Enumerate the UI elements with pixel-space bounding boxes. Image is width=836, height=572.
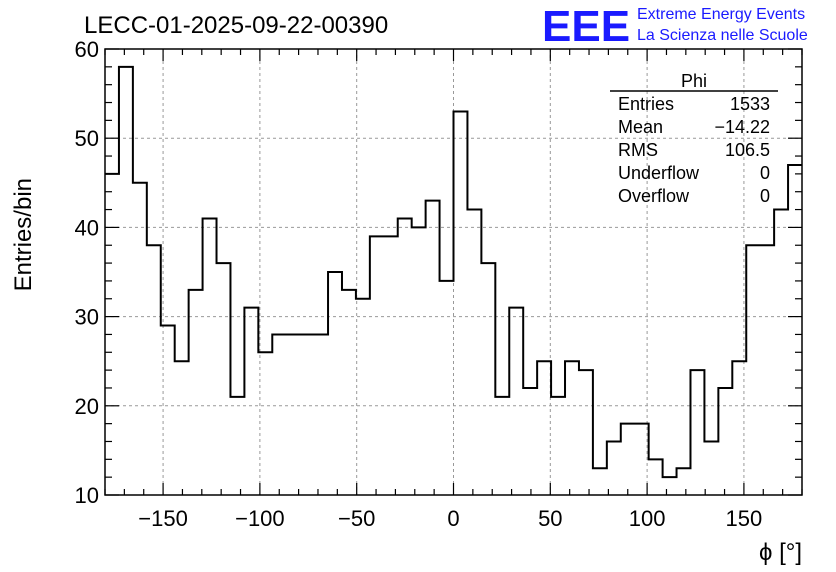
y-axis-label: Entries/bin bbox=[10, 178, 37, 291]
histogram-bin bbox=[272, 334, 286, 495]
histogram-bin bbox=[189, 290, 203, 495]
histogram-bin bbox=[217, 263, 231, 495]
histogram-bin bbox=[398, 218, 412, 495]
x-tick-label: 150 bbox=[726, 506, 763, 531]
histogram-bin bbox=[230, 397, 244, 495]
stats-row-label: RMS bbox=[618, 140, 658, 160]
histogram-bin bbox=[328, 272, 342, 495]
histogram-bin bbox=[300, 334, 314, 495]
histogram-bin bbox=[426, 201, 440, 495]
histogram-bin bbox=[244, 308, 258, 495]
x-tick-label: −150 bbox=[138, 506, 188, 531]
x-tick-label: −50 bbox=[338, 506, 375, 531]
stats-row-label: Underflow bbox=[618, 163, 700, 183]
x-axis-tick-labels: −150 −100 −50 0 50 100 150 bbox=[138, 506, 762, 531]
histogram-bin bbox=[412, 227, 426, 495]
histogram-series bbox=[105, 65, 802, 495]
histogram-bin bbox=[649, 459, 663, 495]
histogram-bin bbox=[788, 165, 802, 495]
histogram-bin bbox=[607, 441, 621, 495]
stats-row-value: 0 bbox=[760, 186, 770, 206]
histogram-bin bbox=[621, 424, 635, 495]
eee-logo-mark: EEE bbox=[542, 2, 630, 51]
histogram-bin bbox=[175, 361, 189, 495]
histogram-bin bbox=[119, 67, 133, 495]
x-tick-label: −100 bbox=[235, 506, 285, 531]
histogram-bin bbox=[286, 334, 300, 495]
histogram-bin bbox=[677, 468, 691, 495]
y-axis-tick-labels: 10 20 30 40 50 60 bbox=[75, 37, 99, 508]
histogram-bin bbox=[258, 352, 272, 495]
histogram-bin bbox=[663, 477, 677, 495]
histogram-bin bbox=[774, 210, 788, 495]
histogram-bin bbox=[147, 245, 161, 495]
stats-box-title: Phi bbox=[681, 71, 707, 91]
histogram-bin bbox=[523, 388, 537, 495]
stats-row-value: 0 bbox=[760, 163, 770, 183]
x-axis-label: ϕ [°] bbox=[759, 539, 802, 566]
histogram-bin bbox=[356, 299, 370, 495]
stats-row-value: −14.22 bbox=[714, 117, 770, 137]
histogram-bin bbox=[481, 263, 495, 495]
histogram-bin bbox=[467, 210, 481, 495]
y-tick-label: 40 bbox=[75, 215, 99, 240]
x-tick-label: 100 bbox=[629, 506, 666, 531]
y-tick-label: 20 bbox=[75, 394, 99, 419]
histogram-bin bbox=[746, 245, 760, 495]
histogram-bin bbox=[133, 183, 147, 495]
stats-row-value: 1533 bbox=[730, 94, 770, 114]
stats-row-label: Mean bbox=[618, 117, 663, 137]
x-tick-label: 50 bbox=[538, 506, 562, 531]
histogram-bin bbox=[314, 334, 328, 495]
histogram-bin bbox=[370, 236, 384, 495]
histogram-bin bbox=[342, 290, 356, 495]
histogram-bin bbox=[579, 370, 593, 495]
chart-title: LECC-01-2025-09-22-00390 bbox=[84, 12, 388, 39]
eee-logo: EEE Extreme Energy Events La Scienza nel… bbox=[542, 2, 808, 51]
stats-box: Phi Entries 1533 Mean −14.22 RMS 106.5 Underfl… bbox=[610, 71, 778, 206]
histogram-bin bbox=[565, 361, 579, 495]
x-tick-label: 0 bbox=[447, 506, 459, 531]
histogram-bin bbox=[440, 281, 454, 495]
stats-row-value: 106.5 bbox=[725, 140, 770, 160]
histogram-bin bbox=[551, 397, 565, 495]
axis-ticks bbox=[104, 48, 803, 496]
histogram-bin bbox=[454, 111, 468, 495]
histogram-bin bbox=[203, 218, 217, 495]
histogram-bin bbox=[509, 308, 523, 495]
histogram-bin bbox=[760, 245, 774, 495]
y-tick-label: 30 bbox=[75, 305, 99, 330]
histogram-bin bbox=[690, 370, 704, 495]
stats-box-rows: Entries 1533 Mean −14.22 RMS 106.5 Underflow 0 O… bbox=[618, 94, 770, 206]
eee-logo-line1: Extreme Energy Events bbox=[637, 6, 805, 23]
y-tick-label: 60 bbox=[75, 37, 99, 62]
eee-logo-line2: La Scienza nelle Scuole bbox=[637, 27, 808, 44]
stats-row-label: Entries bbox=[618, 94, 674, 114]
y-tick-label: 10 bbox=[75, 483, 99, 508]
histogram-bin bbox=[718, 388, 732, 495]
histogram-bin bbox=[593, 468, 607, 495]
histogram-outline bbox=[105, 65, 802, 479]
stats-row-label: Overflow bbox=[618, 186, 690, 206]
histogram-bin bbox=[384, 236, 398, 495]
histogram-bin bbox=[704, 441, 718, 495]
y-tick-label: 50 bbox=[75, 126, 99, 151]
histogram-bin bbox=[495, 397, 509, 495]
histogram-bin bbox=[537, 361, 551, 495]
